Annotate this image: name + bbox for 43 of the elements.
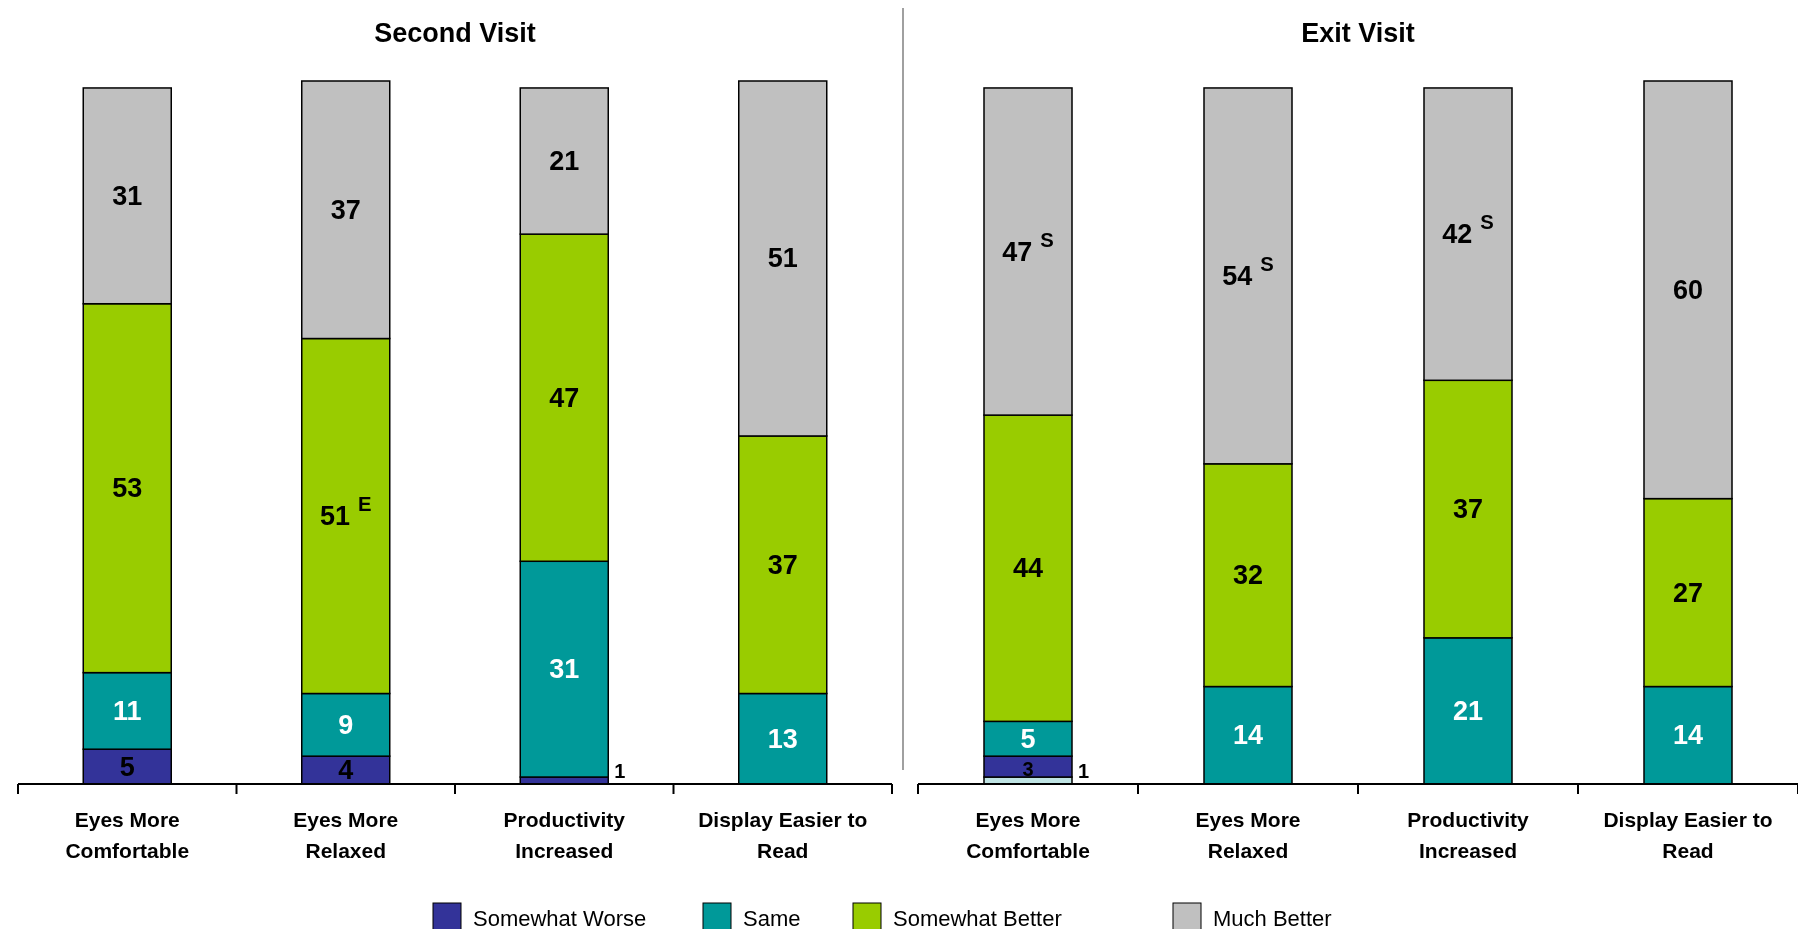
data-label: 37 (1452, 494, 1484, 525)
data-label: 32 (1232, 560, 1264, 591)
data-label: 4 (338, 755, 354, 786)
data-label: 44 (1012, 553, 1044, 584)
data-label: 42$^{S}$ (1442, 211, 1494, 250)
data-label: 37 (330, 194, 361, 225)
legend-label: Much Better (1213, 906, 1332, 929)
legend-label: Somewhat Worse (473, 906, 647, 929)
data-label: 1 (614, 760, 626, 782)
data-label: 54$^{S}$ (1222, 252, 1274, 291)
data-label: 1 (1078, 760, 1090, 782)
x-tick-label: Display Easier to Read (1603, 808, 1773, 862)
data-label: 5 (1020, 723, 1036, 754)
data-label: 11 (112, 695, 142, 726)
data-label: 9 (338, 709, 354, 740)
legend-label: Same (743, 906, 801, 929)
x-tick-label: Eyes More Comfortable (966, 808, 1090, 862)
x-tick-label: Eyes More Relaxed (1195, 808, 1301, 862)
chart-title: Second Visit (374, 18, 536, 48)
data-label: 31 (549, 654, 580, 685)
legend-label: Somewhat Better (893, 906, 1062, 929)
data-label: 51$^{E}$ (319, 493, 372, 532)
data-label: 53 (112, 473, 143, 504)
data-label: 37 (767, 549, 798, 580)
data-label: 51 (767, 243, 798, 274)
data-label: 60 (1672, 274, 1704, 305)
data-label: 14 (1232, 720, 1264, 751)
data-label: 13 (767, 723, 798, 754)
x-tick-label: Productivity Increased (1407, 808, 1529, 862)
data-label: 47$^{S}$ (1002, 228, 1054, 267)
data-label: 5 (119, 751, 135, 782)
data-label: 21 (549, 146, 580, 177)
data-label: 14 (1672, 720, 1704, 751)
x-tick-label: Productivity Increased (503, 808, 626, 862)
data-label: 27 (1672, 577, 1704, 608)
data-label: 31 (112, 180, 143, 211)
chart-title: Exit Visit (1301, 18, 1415, 48)
x-tick-label: Display Easier to Read (698, 808, 868, 862)
data-label: 3 (1022, 757, 1034, 780)
data-label: 21 (1452, 695, 1484, 726)
x-tick-label: Eyes More Comfortable (65, 808, 190, 862)
data-label: 47 (549, 382, 580, 413)
x-tick-label: Eyes More Relaxed (293, 808, 399, 862)
